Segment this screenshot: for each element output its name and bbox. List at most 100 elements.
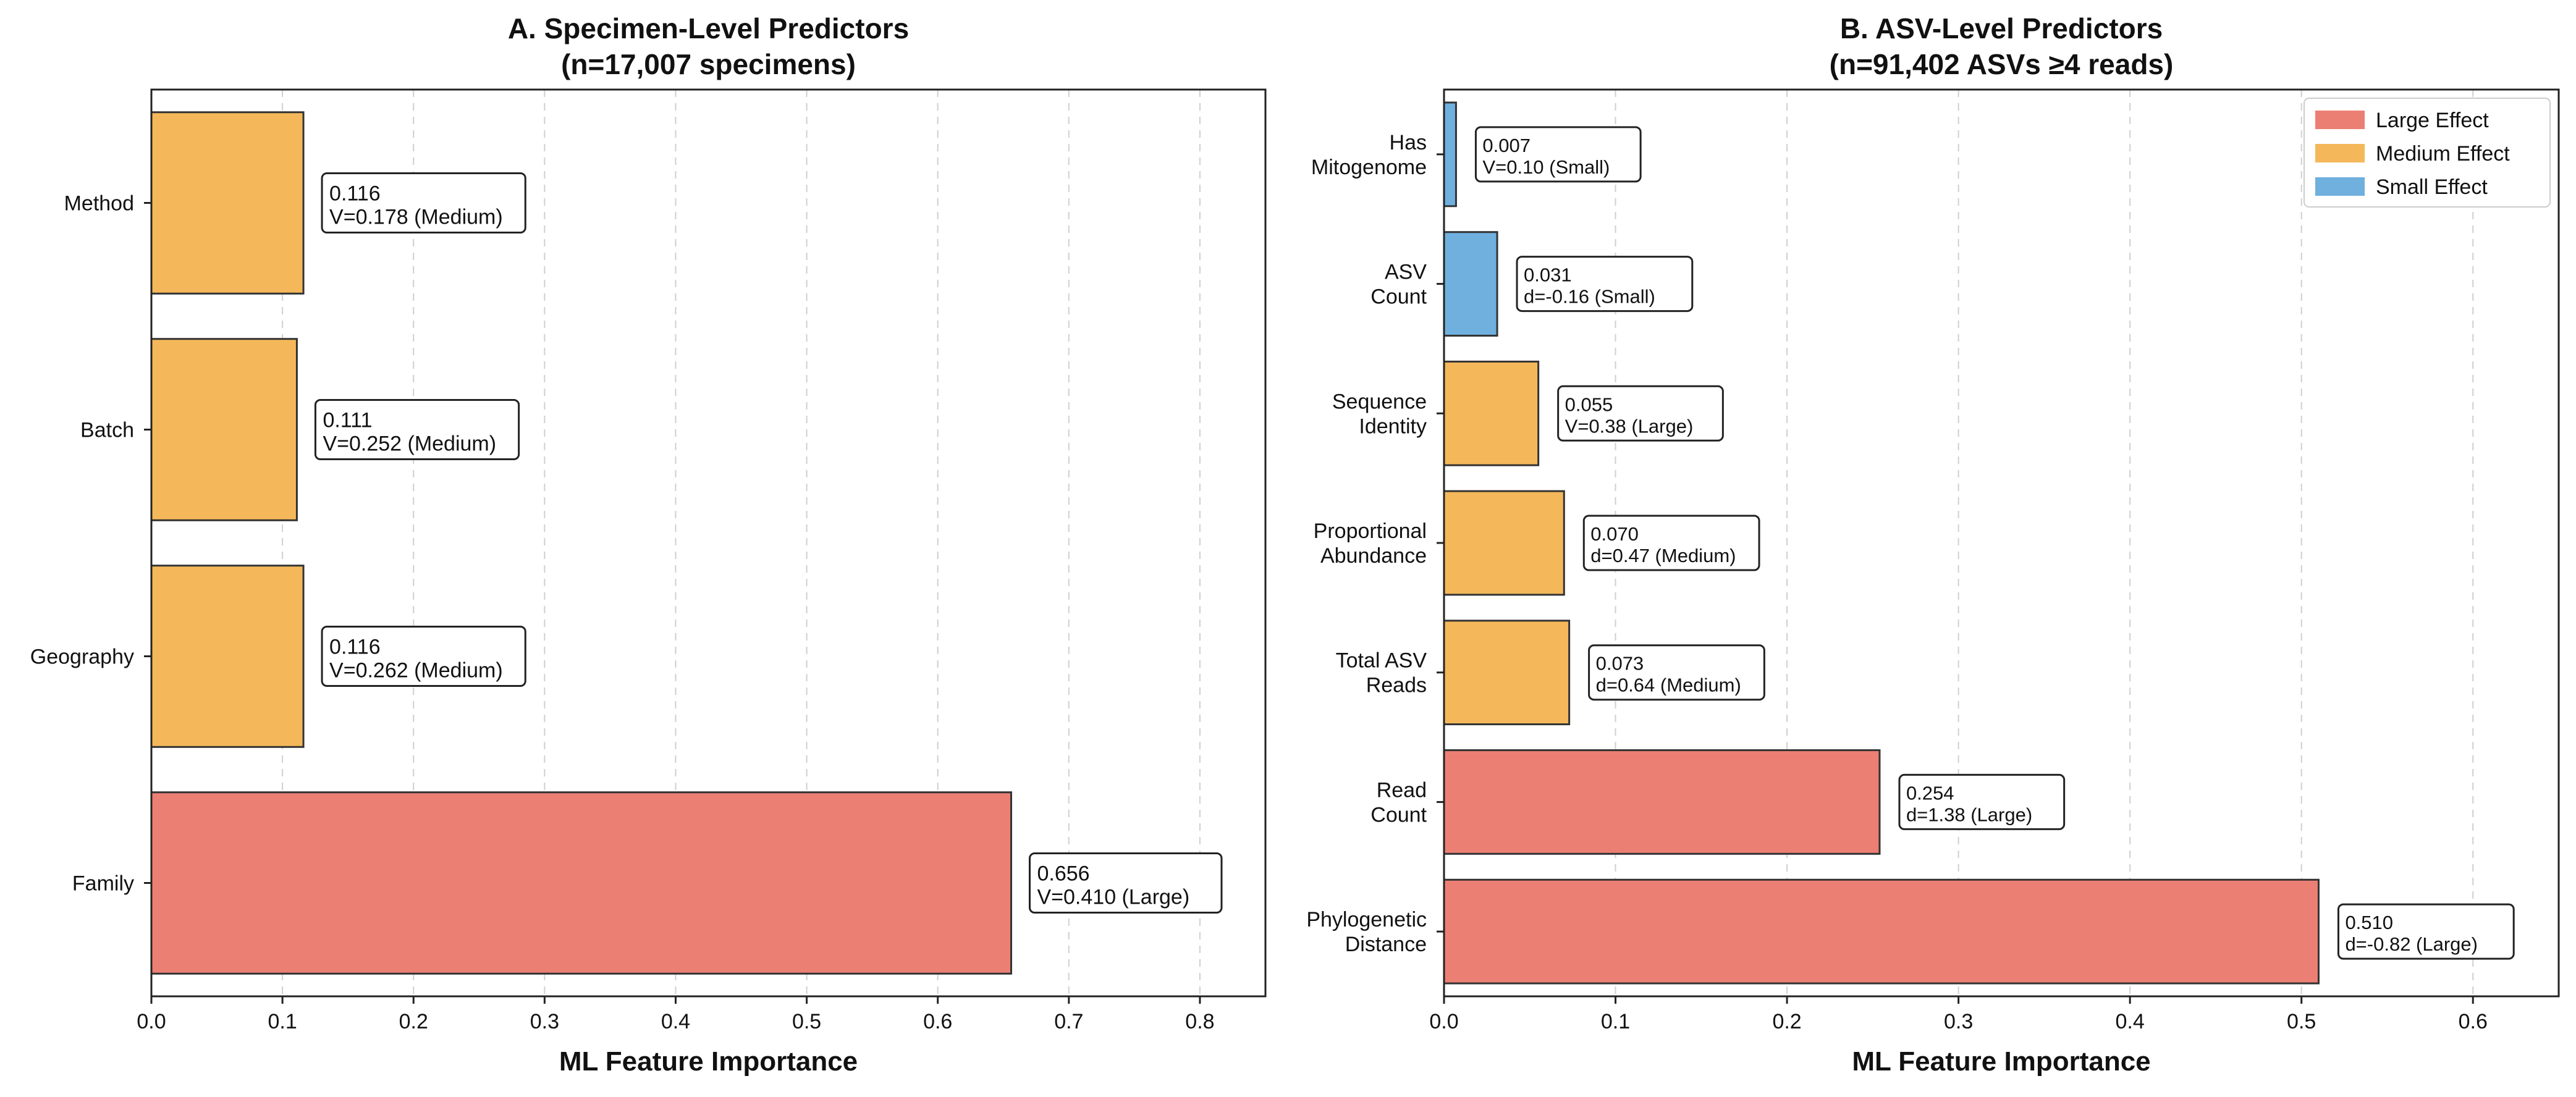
panel-b-x-axis-label: ML Feature Importance (1852, 1046, 2150, 1077)
bar-read-count (1443, 749, 1881, 855)
legend-swatch-small (2315, 177, 2365, 196)
x-tick-label: 0.0 (1429, 1010, 1458, 1033)
x-tick-label: 0.4 (2116, 1010, 2145, 1033)
annotation-stat: d=-0.16 (Small) (1524, 286, 1655, 308)
x-tick-label: 0.8 (1185, 1010, 1214, 1033)
annotation-value: 0.070 (1590, 523, 1639, 545)
annotation-box (1898, 773, 2066, 830)
panel-a-plot-area (150, 88, 1267, 998)
annotation-box (1557, 385, 1724, 442)
legend-swatch-large (2315, 111, 2365, 129)
legend-label-medium: Medium Effect (2376, 142, 2510, 166)
legend-label-large: Large Effect (2376, 109, 2489, 132)
annotation-box (321, 626, 526, 687)
panel-b-title: B. ASV-Level Predictors (1840, 12, 2163, 44)
x-tick-label: 0.1 (268, 1010, 297, 1033)
category-label-phylogenetic-distance: Phylogenetic (1306, 908, 1427, 931)
legend: Large Effect Medium Effect Small Effect (2304, 98, 2551, 208)
bar-batch (150, 338, 298, 521)
x-tick-label: 0.2 (1772, 1010, 1801, 1033)
annotation-stat: V=0.410 (Large) (1037, 886, 1189, 909)
annotation-box (1474, 126, 1642, 183)
x-tick-label: 0.7 (1054, 1010, 1083, 1033)
legend-swatch-medium (2315, 144, 2365, 162)
category-label-asv-count: ASV (1385, 261, 1427, 284)
x-tick-label: 0.6 (923, 1010, 952, 1033)
category-label-proportional-abundance: Proportional (1314, 519, 1427, 543)
annotation-stat: d=-0.82 (Large) (2345, 933, 2478, 955)
bar-sequence-identity (1443, 360, 1540, 466)
annotation-stat: V=0.178 (Medium) (329, 206, 503, 229)
x-tick-label: 0.5 (792, 1010, 821, 1033)
x-tick-label: 0.6 (2459, 1010, 2488, 1033)
panel-a-title: A. Specimen-Level Predictors (508, 12, 909, 44)
category-label-family: Family (72, 872, 134, 896)
legend-label-small: Small Effect (2376, 175, 2488, 199)
x-tick-label: 0.5 (2287, 1010, 2316, 1033)
annotation-box (1582, 515, 1760, 571)
annotation-box (1588, 644, 1765, 701)
category-label-asv-count: Count (1370, 285, 1427, 309)
category-label-has-mitogenome: Has (1390, 131, 1427, 154)
category-label-read-count: Read (1377, 778, 1427, 802)
bar-asv-count (1443, 231, 1498, 337)
x-tick-label: 0.1 (1601, 1010, 1630, 1033)
annotation-value: 0.656 (1037, 862, 1089, 886)
annotation-value: 0.007 (1482, 135, 1531, 156)
category-label-batch: Batch (80, 419, 134, 442)
category-label-geography: Geography (30, 645, 134, 669)
annotation-stat: V=0.38 (Large) (1565, 415, 1694, 437)
category-label-method: Method (64, 192, 134, 216)
annotation-stat: V=0.10 (Small) (1482, 156, 1610, 178)
annotation-value: 0.510 (2345, 912, 2393, 933)
annotation-value: 0.116 (329, 636, 381, 659)
panel-a-subtitle: (n=17,007 specimens) (561, 48, 856, 80)
annotation-value: 0.031 (1524, 264, 1572, 286)
panel-a-x-axis-label: ML Feature Importance (559, 1046, 858, 1077)
category-label-total-asv-reads: Reads (1366, 674, 1427, 697)
category-label-read-count: Count (1370, 803, 1427, 826)
annotation-value: 0.055 (1565, 393, 1613, 415)
category-label-proportional-abundance: Abundance (1320, 544, 1427, 568)
x-tick-label: 0.3 (1944, 1010, 1973, 1033)
bar-has-mitogenome (1443, 101, 1457, 208)
annotation-stat: V=0.262 (Medium) (329, 659, 503, 683)
annotation-box (1028, 852, 1223, 914)
category-label-phylogenetic-distance: Distance (1345, 933, 1427, 956)
x-tick-label: 0.0 (137, 1010, 166, 1033)
bar-phylogenetic-distance (1443, 878, 2320, 985)
annotation-box (321, 172, 526, 233)
bar-geography (150, 565, 305, 748)
annotation-box (314, 399, 520, 460)
category-label-total-asv-reads: Total ASV (1336, 649, 1427, 673)
x-tick-label: 0.2 (399, 1010, 428, 1033)
annotation-stat: d=0.47 (Medium) (1590, 545, 1736, 566)
annotation-stat: V=0.252 (Medium) (323, 432, 496, 456)
annotation-value: 0.111 (323, 409, 372, 432)
x-tick-label: 0.3 (530, 1010, 559, 1033)
bar-family (150, 791, 1012, 975)
category-label-has-mitogenome: Mitogenome (1311, 156, 1427, 179)
annotation-value: 0.073 (1596, 653, 1644, 675)
annotation-box (2337, 903, 2515, 960)
annotation-value: 0.116 (329, 182, 381, 206)
category-label-sequence-identity: Identity (1359, 414, 1427, 438)
bar-proportional-abundance (1443, 490, 1565, 596)
x-tick-label: 0.4 (661, 1010, 690, 1033)
legend-frame (2304, 98, 2551, 208)
annotation-stat: d=0.64 (Medium) (1596, 675, 1741, 696)
